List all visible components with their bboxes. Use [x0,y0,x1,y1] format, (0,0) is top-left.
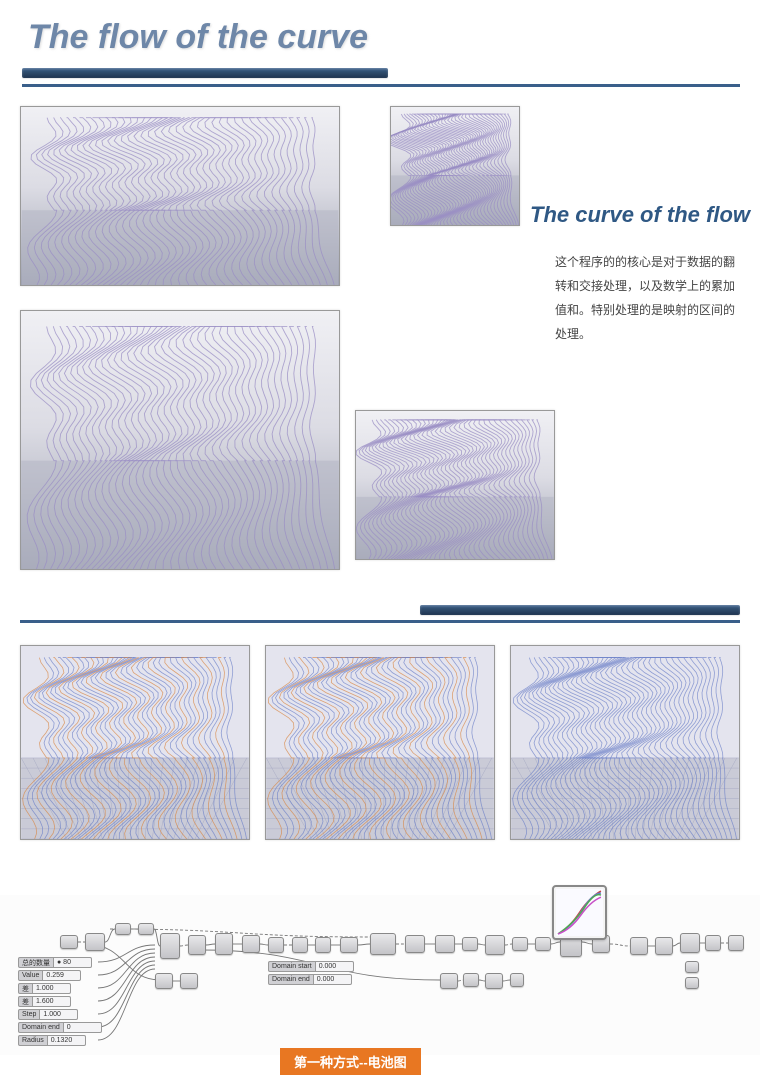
graph-panel [552,885,607,940]
gh-node [215,933,233,955]
gh-node [535,937,551,951]
slider-value: 1.000 [40,1009,78,1020]
slider-label: Domain end [18,1022,64,1033]
render-r1 [20,106,340,286]
slider-value: ● 80 [54,957,92,968]
gh-node [462,937,478,951]
gh-node [370,933,396,955]
diagram-wires [0,895,760,1055]
divider [22,84,740,87]
slider-value: 0 [64,1022,102,1033]
slider-row: Step1.000 [18,1009,78,1020]
slider-value: 0.259 [43,970,81,981]
slider-label: 差 [18,983,33,994]
gh-node [485,973,503,989]
render-r7 [510,645,740,840]
gh-node [138,923,154,935]
slider-row: 差1.600 [18,996,71,1007]
slider-label: 总的数量 [18,957,54,968]
gh-node [728,935,744,951]
slider-label: Domain start [268,961,316,972]
gh-node [60,935,78,949]
gh-node [160,933,180,959]
gh-node [155,973,173,989]
render-r4 [355,410,555,560]
slider-row: 差1.000 [18,983,71,994]
slider-row: Domain start0.000 [268,961,354,972]
gh-node [180,973,198,989]
gh-node [685,977,699,989]
gh-node [435,935,455,953]
slider-label: 差 [18,996,33,1007]
gh-node [315,937,331,953]
render-r2 [390,106,520,226]
gh-node [705,935,721,951]
divider [20,620,740,623]
gh-node [268,937,284,953]
bottom-caption: 第一种方式--电池图 [280,1048,421,1075]
gh-node [463,973,479,987]
gh-node [680,933,700,953]
slider-row: Value0.259 [18,970,81,981]
divider [420,605,740,615]
slider-value: 1.600 [33,996,71,1007]
gh-node [440,973,458,989]
slider-value: 0.000 [314,974,352,985]
description-text: 这个程序的的核心是对于数据的翻转和交接处理，以及数学上的累加值和。特别处理的是映… [555,250,745,346]
gh-node [685,961,699,973]
divider [22,68,388,78]
render-r3 [20,310,340,570]
slider-value: 0.000 [316,961,354,972]
gh-node [340,937,358,953]
gh-node [115,923,131,935]
render-r6 [265,645,495,840]
slider-label: Value [18,970,43,981]
gh-node [512,937,528,951]
slider-label: Domain end [268,974,314,985]
slider-label: Step [18,1009,40,1020]
gh-node [188,935,206,955]
slider-row: Radius0.1320 [18,1035,86,1046]
gh-node [405,935,425,953]
slider-value: 0.1320 [48,1035,86,1046]
gh-node [485,935,505,955]
section-subtitle: The curve of the flow [530,202,750,228]
gh-node [85,933,105,951]
slider-value: 1.000 [33,983,71,994]
render-r5 [20,645,250,840]
gh-node [510,973,524,987]
gh-node [630,937,648,955]
gh-node [292,937,308,953]
gh-node [242,935,260,953]
page-title: The flow of the curve [28,18,368,57]
node-diagram: 总的数量● 80Value0.259差1.000差1.600Step1.000D… [0,895,760,1055]
slider-row: 总的数量● 80 [18,957,92,968]
slider-row: Domain end0.000 [268,974,352,985]
slider-label: Radius [18,1035,48,1046]
gh-node [655,937,673,955]
slider-row: Domain end0 [18,1022,102,1033]
